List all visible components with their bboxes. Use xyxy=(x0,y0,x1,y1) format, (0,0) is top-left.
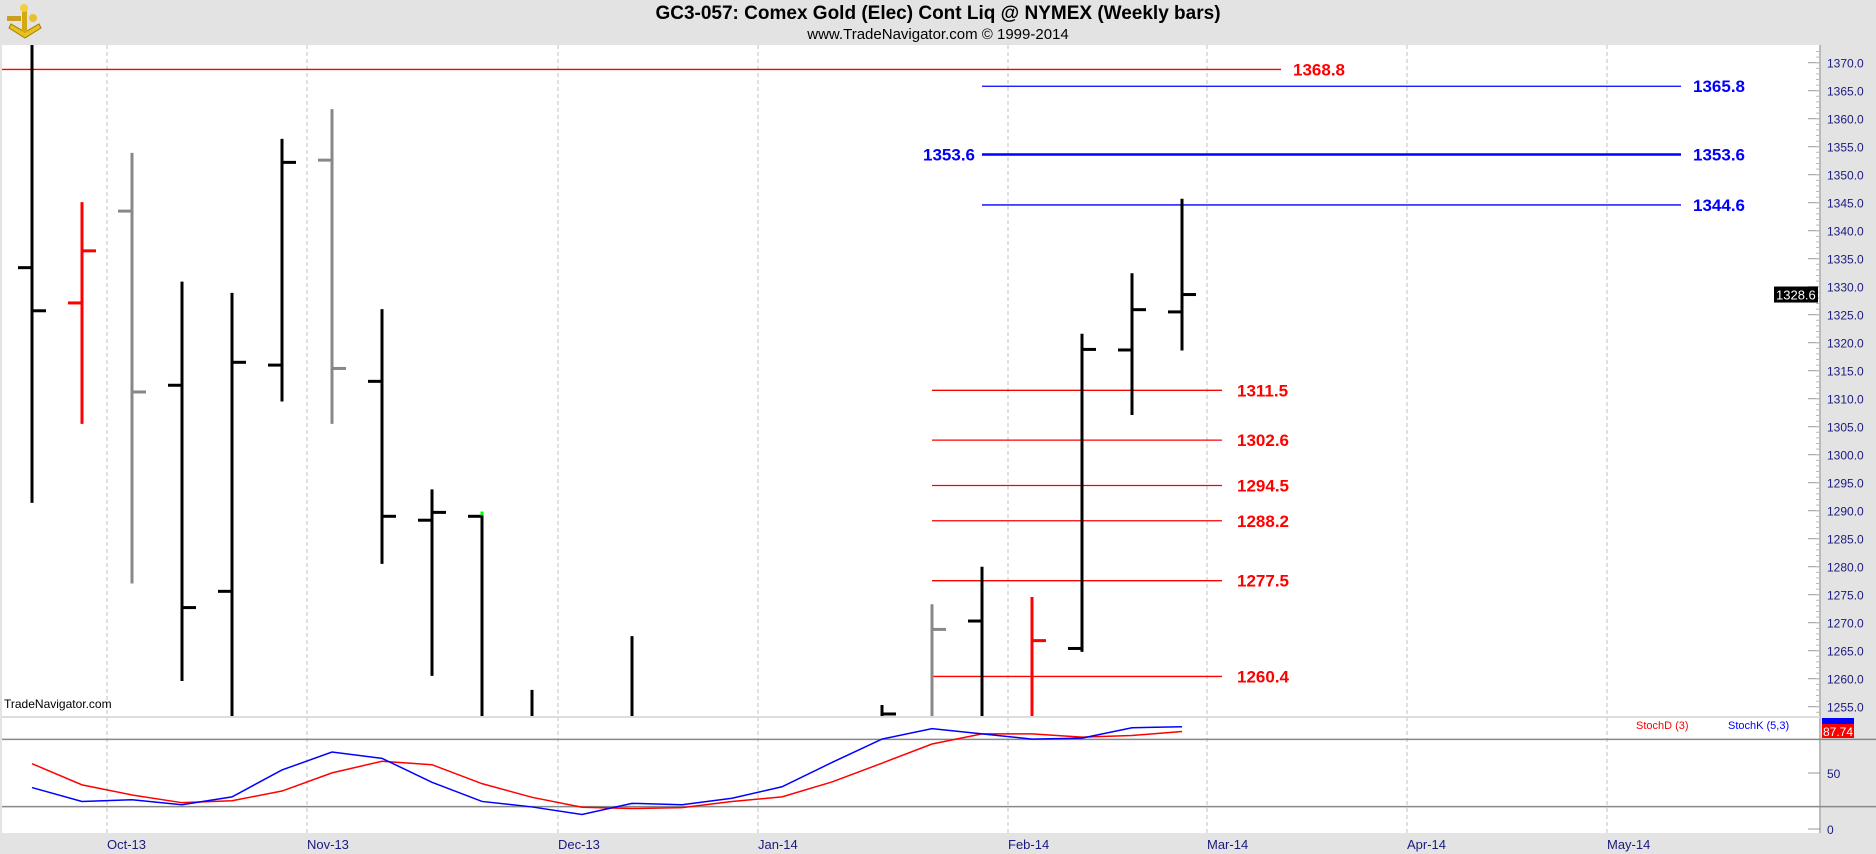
y-tick-label: 1275.0 xyxy=(1827,589,1864,603)
watermark: TradeNavigator.com xyxy=(4,697,112,711)
fib-level-label: 1302.6 xyxy=(1237,431,1289,450)
x-tick-label: May-14 xyxy=(1607,837,1650,852)
y-tick-label: 1355.0 xyxy=(1827,141,1864,155)
y-tick-label: 1255.0 xyxy=(1827,701,1864,715)
stoch-line-k xyxy=(31,725,1183,816)
fib-level-label: 1277.5 xyxy=(1237,572,1289,591)
y-tick-label: 1365.0 xyxy=(1827,85,1864,99)
y-tick-label: 1350.0 xyxy=(1827,169,1864,183)
chart-title: GC3-057: Comex Gold (Elec) Cont Liq @ NY… xyxy=(655,3,1221,24)
fib-level-left-label: 1353.6 xyxy=(923,146,975,165)
x-tick-label: Nov-13 xyxy=(307,837,349,852)
fib-level-label: 1344.6 xyxy=(1693,196,1745,215)
stochastic-pane xyxy=(2,718,1820,833)
stochk-value-box xyxy=(1822,718,1854,724)
x-tick-label: Dec-13 xyxy=(558,837,600,852)
y-tick-label: 1320.0 xyxy=(1827,337,1864,351)
y-tick-label: 1300.0 xyxy=(1827,449,1864,463)
fib-level-label: 1353.6 xyxy=(1693,146,1745,165)
y-tick-label: 1345.0 xyxy=(1827,197,1864,211)
ohlc-bars xyxy=(18,45,1196,716)
stochd-value-label: 87.74 xyxy=(1823,725,1853,739)
y-tick-label: 1360.0 xyxy=(1827,113,1864,127)
y-tick-label: 1265.0 xyxy=(1827,645,1864,659)
fib-level-label: 1260.4 xyxy=(1237,667,1290,686)
price-pane xyxy=(2,45,1820,716)
y-tick-label: 1285.0 xyxy=(1827,533,1864,547)
x-tick-label: Feb-14 xyxy=(1008,837,1049,852)
price-axis xyxy=(1820,45,1876,833)
pane-divider xyxy=(2,716,1820,718)
x-tick-label: Apr-14 xyxy=(1407,837,1446,852)
fib-level-label: 1368.8 xyxy=(1293,60,1345,79)
stochd-value-box xyxy=(1822,724,1854,738)
y-tick-label: 1260.0 xyxy=(1827,673,1864,687)
x-tick-label: Jan-14 xyxy=(758,837,798,852)
x-tick-label: Mar-14 xyxy=(1207,837,1248,852)
x-tick-label: Oct-13 xyxy=(107,837,146,852)
last-price-box xyxy=(1774,286,1818,303)
legend-stochd: StochD (3) xyxy=(1636,720,1689,732)
y-tick-label: 1290.0 xyxy=(1827,505,1864,519)
signal-dot xyxy=(480,511,484,516)
stoch-line-d xyxy=(31,730,1183,810)
fib-level-label: 1288.2 xyxy=(1237,512,1289,531)
y-tick-label: 1305.0 xyxy=(1827,421,1864,435)
chart-subtitle: www.TradeNavigator.com © 1999-2014 xyxy=(807,26,1069,43)
y-tick-label: 1295.0 xyxy=(1827,477,1864,491)
y-tick-label: 1310.0 xyxy=(1827,393,1864,407)
last-price-label: 1328.6 xyxy=(1776,288,1816,303)
stoch-y-tick-label: 50 xyxy=(1827,767,1841,781)
y-tick-label: 1280.0 xyxy=(1827,561,1864,575)
y-tick-label: 1325.0 xyxy=(1827,309,1864,323)
stoch-y-tick-label: 0 xyxy=(1827,823,1834,837)
sextant-logo-icon xyxy=(7,4,42,39)
fib-level-label: 1365.8 xyxy=(1693,77,1745,96)
y-tick-label: 1335.0 xyxy=(1827,253,1864,267)
legend-stochk: StochK (5,3) xyxy=(1728,720,1789,732)
fib-level-label: 1294.5 xyxy=(1237,477,1289,496)
y-tick-label: 1270.0 xyxy=(1827,617,1864,631)
y-tick-label: 1330.0 xyxy=(1827,281,1864,295)
y-tick-label: 1370.0 xyxy=(1827,57,1864,71)
chart-header: GC3-057: Comex Gold (Elec) Cont Liq @ NY… xyxy=(0,0,1876,45)
fib-level-label: 1311.5 xyxy=(1237,381,1288,400)
y-tick-label: 1315.0 xyxy=(1827,365,1864,379)
y-tick-label: 1340.0 xyxy=(1827,225,1864,239)
